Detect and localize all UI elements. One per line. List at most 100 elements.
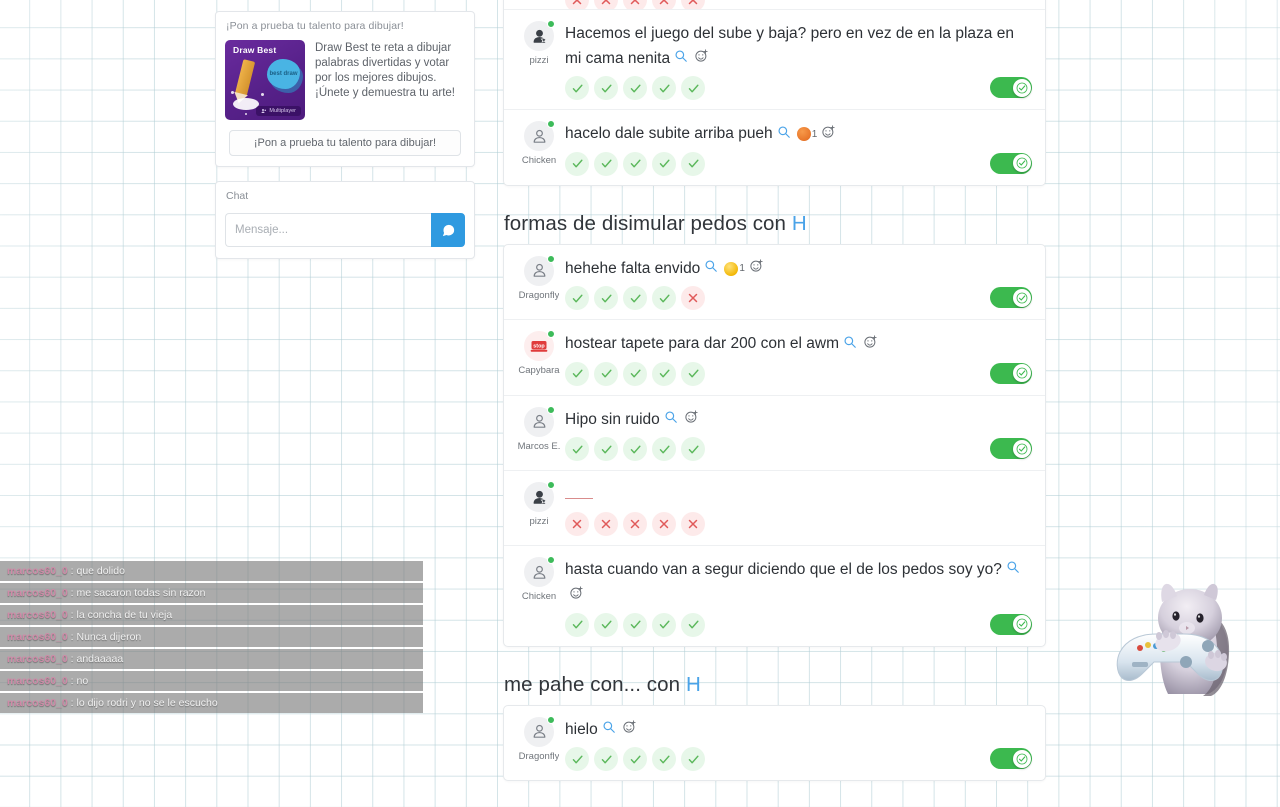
promo-badge: Multiplayer: [256, 106, 301, 116]
add-reaction-button[interactable]: [749, 256, 764, 281]
vote-up-button[interactable]: [565, 76, 589, 101]
avatar[interactable]: [524, 254, 555, 286]
vote-up-button[interactable]: [652, 151, 676, 176]
toggle-knob: [1012, 439, 1031, 458]
avatar[interactable]: [524, 556, 555, 588]
vote-up-button[interactable]: [623, 361, 647, 386]
vote-up-button[interactable]: [652, 747, 676, 772]
vote-up-button[interactable]: [652, 286, 676, 311]
vote-up-button[interactable]: [565, 286, 589, 311]
submission-entry: Dragonfly hehehe falta envido 1: [504, 245, 1045, 319]
add-reaction-button[interactable]: [622, 717, 637, 742]
vote-row: [565, 76, 1032, 101]
entry-toggle[interactable]: [990, 613, 1032, 635]
vote-down-button[interactable]: [594, 0, 618, 9]
vote-down-button[interactable]: [652, 512, 676, 537]
vote-up-button[interactable]: [594, 76, 618, 101]
vote-up-button[interactable]: [594, 612, 618, 637]
entry-toggle[interactable]: [990, 748, 1032, 770]
avatar[interactable]: [524, 481, 555, 513]
vote-up-button[interactable]: [652, 612, 676, 637]
vote-down-button[interactable]: [565, 0, 589, 9]
person-icon: [533, 565, 545, 579]
avatar[interactable]: [524, 20, 555, 51]
stream-chat-username: marcos60_0: [7, 609, 68, 621]
stream-chat-overlay: marcos60_0 : que dolido marcos60_0 : me s…: [0, 561, 423, 715]
section-heading-text: me pahe con... con: [504, 672, 686, 696]
vote-up-button[interactable]: [681, 437, 705, 462]
vote-up-button[interactable]: [652, 437, 676, 462]
vote-up-button[interactable]: [594, 361, 618, 386]
online-status-dot: [547, 556, 555, 565]
chat-message-input[interactable]: [225, 213, 431, 247]
vote-down-button[interactable]: [623, 512, 647, 537]
search-word-button[interactable]: [1006, 557, 1020, 582]
avatar[interactable]: [524, 715, 555, 747]
vote-down-button[interactable]: [681, 286, 705, 311]
add-reaction-button[interactable]: [569, 583, 584, 608]
vote-down-button[interactable]: [594, 512, 618, 537]
vote-up-button[interactable]: [652, 361, 676, 386]
vote-up-button[interactable]: [594, 151, 618, 176]
add-reaction-button[interactable]: [821, 122, 836, 147]
search-word-button[interactable]: [664, 407, 678, 432]
search-word-button[interactable]: [704, 256, 718, 281]
avatar[interactable]: [524, 120, 555, 152]
vote-up-button[interactable]: [565, 747, 589, 772]
stream-chat-separator: :: [67, 697, 77, 709]
vote-up-button[interactable]: [681, 76, 705, 101]
entry-toggle[interactable]: [990, 438, 1032, 460]
entry-toggle[interactable]: [990, 362, 1032, 384]
reaction-chip[interactable]: 1: [796, 122, 817, 147]
left-sidebar: ¡Pon a prueba tu talento para dibujar! D…: [215, 11, 475, 259]
vote-down-button[interactable]: [681, 0, 705, 9]
vote-up-button[interactable]: [565, 151, 589, 176]
add-reaction-button[interactable]: [694, 46, 709, 71]
vote-up-button[interactable]: [623, 612, 647, 637]
vote-down-button[interactable]: [652, 0, 676, 9]
person-star-icon: [533, 29, 547, 43]
entry-toggle[interactable]: [990, 152, 1032, 174]
vote-up-button[interactable]: [623, 747, 647, 772]
vote-up-button[interactable]: [681, 151, 705, 176]
vote-up-button[interactable]: [565, 612, 589, 637]
add-reaction-button[interactable]: [863, 332, 878, 357]
vote-up-button[interactable]: [594, 286, 618, 311]
search-word-button[interactable]: [843, 332, 857, 357]
entry-toggle[interactable]: [990, 287, 1032, 309]
search-word-button[interactable]: [674, 46, 688, 71]
check-icon: [601, 294, 612, 303]
vote-up-button[interactable]: [594, 437, 618, 462]
add-reaction-button[interactable]: [684, 407, 699, 432]
vote-up-button[interactable]: [565, 437, 589, 462]
vote-up-button[interactable]: [623, 151, 647, 176]
reaction-chip[interactable]: 1: [724, 256, 745, 281]
promo-cta-button[interactable]: ¡Pon a prueba tu talento para dibujar!: [229, 130, 461, 156]
vote-down-button[interactable]: [565, 512, 589, 537]
vote-up-button[interactable]: [623, 286, 647, 311]
vote-down-button[interactable]: [681, 512, 705, 537]
vote-up-button[interactable]: [681, 747, 705, 772]
entry-toggle[interactable]: [990, 77, 1032, 99]
person-icon: [533, 415, 545, 428]
vote-up-button[interactable]: [565, 361, 589, 386]
stream-chat-message: marcos60_0 : no: [0, 671, 423, 691]
stream-chat-text: lo dijo rodri y no se le escucho: [76, 697, 218, 709]
vote-down-button[interactable]: [623, 0, 647, 9]
author-column: pizzi: [517, 20, 561, 100]
avatar[interactable]: [524, 405, 555, 437]
check-icon: [572, 159, 583, 168]
search-word-button[interactable]: [602, 717, 616, 742]
chat-send-button[interactable]: [431, 213, 465, 247]
vote-up-button[interactable]: [681, 361, 705, 386]
search-word-button[interactable]: [777, 122, 791, 147]
vote-up-button[interactable]: [594, 747, 618, 772]
avatar[interactable]: stop: [524, 330, 555, 362]
stream-chat-separator: :: [67, 631, 77, 643]
vote-up-button[interactable]: [681, 612, 705, 637]
check-icon: [572, 294, 583, 303]
check-icon: [659, 159, 670, 168]
vote-up-button[interactable]: [623, 76, 647, 101]
vote-up-button[interactable]: [623, 437, 647, 462]
vote-up-button[interactable]: [652, 76, 676, 101]
